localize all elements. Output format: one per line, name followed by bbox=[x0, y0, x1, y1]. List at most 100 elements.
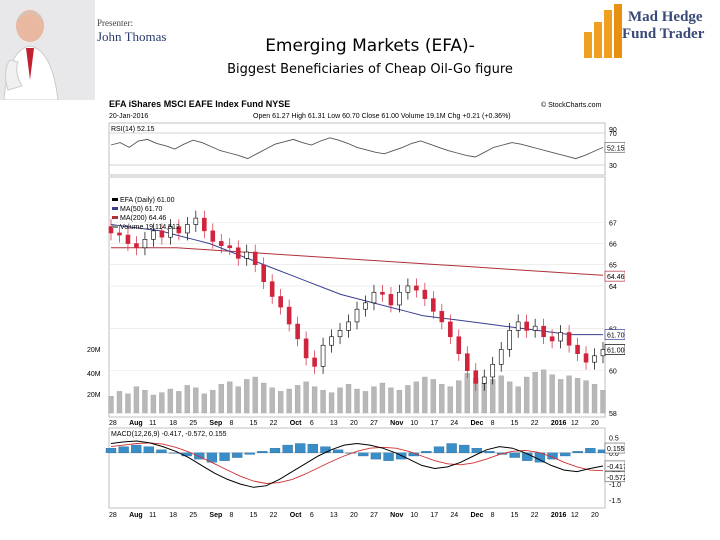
legend-swatch bbox=[112, 225, 118, 228]
x-tick-label: 17 bbox=[430, 512, 438, 519]
volume-bar bbox=[227, 381, 233, 414]
candles bbox=[108, 210, 606, 391]
candle-body bbox=[456, 336, 462, 354]
volume-bar bbox=[125, 393, 131, 414]
x-tick-label: 25 bbox=[189, 512, 197, 519]
volume-bar bbox=[600, 390, 606, 414]
x-tick-label: Dec bbox=[471, 512, 484, 519]
candle-body bbox=[269, 281, 275, 297]
macd-histogram-bar bbox=[143, 446, 154, 454]
candle-body bbox=[278, 296, 283, 308]
rsi-tick-label: 30 bbox=[609, 163, 617, 170]
legend-entry: MA(50) 61.70 bbox=[120, 206, 163, 213]
volume-bar bbox=[574, 378, 581, 414]
volume-bar bbox=[201, 393, 207, 414]
x-tick-label: 20 bbox=[591, 512, 599, 519]
candle-body bbox=[125, 234, 131, 244]
x-tick-label: 8 bbox=[230, 420, 234, 427]
volume-bar bbox=[116, 391, 123, 414]
volume-bar bbox=[490, 379, 496, 414]
candle-body bbox=[541, 325, 546, 338]
candle-body bbox=[414, 285, 419, 291]
macd-tick-label: 0.5 bbox=[609, 435, 619, 442]
candle-body bbox=[380, 291, 385, 295]
x-tick-label: 10 bbox=[410, 420, 418, 427]
candle-body bbox=[108, 226, 114, 234]
x-tick-label: 2016 bbox=[551, 512, 567, 519]
chart-ohlc: Open 61.27 High 61.31 Low 60.70 Close 61… bbox=[253, 113, 511, 120]
x-tick-label: 22 bbox=[531, 512, 539, 519]
macd-tick-label: -1.0 bbox=[609, 482, 621, 489]
price-tag-label: 61.00 bbox=[607, 347, 625, 354]
x-tick-label: 17 bbox=[430, 420, 438, 427]
rsi-label: RSI(14) 52.15 bbox=[111, 126, 155, 133]
volume-bar bbox=[447, 386, 453, 414]
price-tick-label: 58 bbox=[609, 411, 617, 418]
x-tick-label: 15 bbox=[250, 512, 258, 519]
volume-bar bbox=[549, 374, 555, 414]
price-tick-label: 65 bbox=[609, 263, 617, 270]
macd-histogram-bar bbox=[484, 451, 495, 454]
price-tag-label: 64.46 bbox=[607, 274, 625, 281]
volume-bar bbox=[464, 373, 470, 414]
candle-body bbox=[354, 308, 360, 323]
price-tick-label: 64 bbox=[609, 284, 617, 291]
x-tick-label: 24 bbox=[450, 512, 458, 519]
candle-body bbox=[142, 239, 148, 249]
candle-body bbox=[185, 224, 190, 234]
macd-histogram-bar bbox=[471, 448, 482, 454]
candle-body bbox=[592, 355, 597, 363]
rsi-tick-labels: 3050709052.15 bbox=[604, 127, 625, 170]
x-tick-label: Nov bbox=[390, 512, 403, 519]
macd-histogram-bar bbox=[421, 451, 432, 454]
candle-body bbox=[193, 217, 199, 225]
candle-body bbox=[337, 330, 343, 338]
macd-histogram-bar bbox=[446, 443, 457, 454]
volume-bar bbox=[345, 384, 352, 414]
macd-histogram-bar bbox=[509, 452, 520, 458]
legend-entry: EFA (Daily) 61.00 bbox=[120, 197, 175, 204]
volume-bar bbox=[371, 386, 377, 414]
candle-body bbox=[295, 323, 300, 340]
x-tick-label: 15 bbox=[511, 512, 519, 519]
candle-body bbox=[252, 251, 258, 266]
volume-bar bbox=[133, 386, 140, 414]
macd-histogram-bar bbox=[320, 446, 331, 454]
legend-swatch bbox=[112, 207, 118, 210]
macd-histogram-bar bbox=[295, 443, 306, 454]
volume-bar bbox=[524, 376, 530, 414]
volume-bar bbox=[142, 390, 148, 414]
candle-body bbox=[422, 289, 428, 299]
candle-body bbox=[388, 294, 394, 306]
candle-body bbox=[168, 226, 173, 238]
candle-body bbox=[575, 344, 580, 354]
price-tags: 64.46 61.70 61.00 bbox=[604, 270, 625, 355]
logo-text-fund-trader: Fund Trader bbox=[622, 26, 705, 42]
macd-histogram-bar bbox=[168, 452, 180, 454]
volume-bar bbox=[422, 376, 428, 414]
rsi-tick-label: 70 bbox=[609, 131, 617, 138]
volume-tick-label: 20M bbox=[87, 392, 101, 399]
x-axis-price: 28 Aug 11 18 25 Sep 8 15 22 Oct 6 13 20 27 Nov 10 17 24 De… bbox=[109, 420, 599, 427]
x-tick-label: 6 bbox=[310, 420, 314, 427]
macd-histogram-bar bbox=[572, 451, 583, 454]
macd-histogram-bar bbox=[585, 448, 596, 454]
candle-body bbox=[320, 344, 326, 367]
volume-bar bbox=[498, 375, 504, 414]
x-tick-label: 13 bbox=[330, 420, 338, 427]
volume-bar bbox=[396, 390, 403, 414]
macd-histogram-bar bbox=[131, 444, 142, 454]
candle-body bbox=[566, 332, 572, 346]
candle-body bbox=[176, 226, 182, 234]
volume-bar bbox=[566, 375, 572, 414]
rsi-panel bbox=[108, 122, 606, 176]
logo-text-mad-hedge: Mad Hedge bbox=[628, 9, 703, 25]
volume-bar bbox=[540, 369, 547, 414]
volume-bar bbox=[167, 388, 174, 414]
x-tick-label: Aug bbox=[129, 420, 143, 427]
ma50-line bbox=[110, 224, 603, 336]
x-tick-label: 22 bbox=[270, 512, 278, 519]
volume-bar bbox=[591, 384, 598, 414]
x-tick-label: 18 bbox=[169, 512, 177, 519]
price-tick-labels: 58606264656667 bbox=[609, 220, 617, 418]
